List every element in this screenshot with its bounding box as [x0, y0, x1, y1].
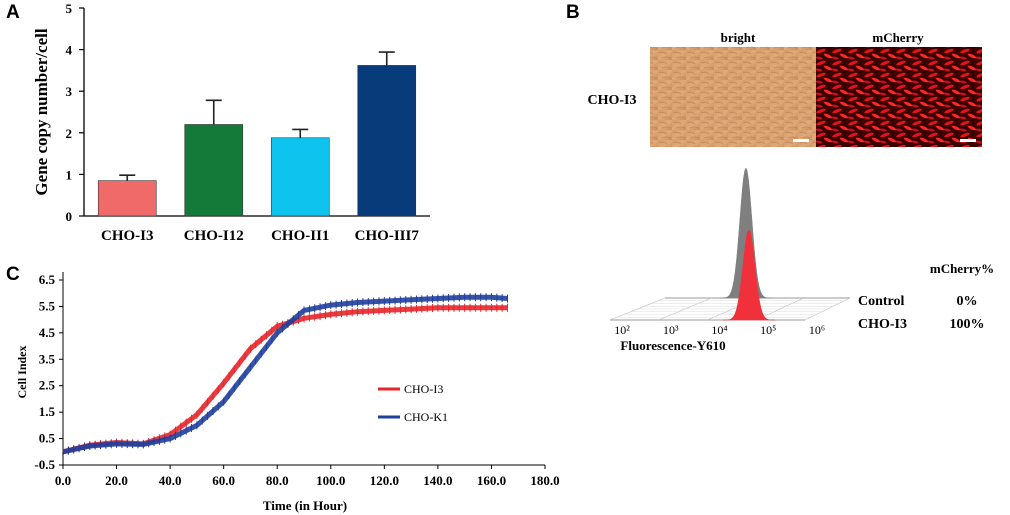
flow-histogram: 10² 10³ 10⁴ 10⁵ 10⁶ Fluorescence-Y610 mCherr…: [609, 167, 994, 353]
y-tick-label: 4.5: [39, 325, 56, 340]
series-line: [62, 294, 508, 455]
x-tick-label: 40.0: [159, 473, 182, 488]
flow-x-tick-label: 10²: [614, 323, 630, 337]
x-tick-label: CHO-III7: [355, 228, 420, 244]
panel-label-c: C: [6, 264, 20, 285]
panel-label-b: B: [566, 2, 580, 23]
y-tick-label: 4: [66, 43, 73, 58]
bar: [357, 65, 417, 217]
x-tick-label: CHO-I3: [101, 228, 154, 244]
panel-label-a: A: [6, 2, 20, 23]
legend-label: CHO-K1: [404, 410, 448, 424]
y-tick-label: 5: [66, 1, 73, 16]
histogram-peak: [719, 167, 773, 299]
micrograph-col-bright: bright: [721, 30, 756, 45]
y-tick-label: 5.5: [39, 298, 56, 313]
y-tick-label: 6.5: [39, 272, 56, 287]
x-tick-label: 140.0: [423, 473, 452, 488]
x-tick-label: 0.0: [55, 473, 71, 488]
x-axis-label: Time (in Hour): [263, 498, 347, 513]
scale-bar: [960, 139, 976, 142]
flow-series-name: Control: [858, 294, 905, 309]
legend-label: CHO-I3: [404, 382, 443, 396]
bar: [184, 124, 244, 217]
flow-series-percent: 100%: [950, 317, 985, 332]
x-tick-label: CHO-I12: [184, 228, 244, 244]
x-tick-label: 100.0: [316, 473, 345, 488]
y-tick-label: 2: [66, 126, 73, 141]
micrograph-row-label: CHO-I3: [588, 93, 637, 108]
y-tick-label: 1: [66, 167, 73, 182]
bar: [270, 137, 330, 217]
y-tick-label: 1.5: [39, 404, 56, 419]
flow-x-tick-label: 10⁴: [711, 323, 727, 337]
y-tick-label: 2.5: [39, 378, 56, 393]
x-tick-label: 80.0: [266, 473, 289, 488]
flow-x-tick-label: 10⁶: [809, 323, 825, 337]
bar-chart: 0 1 2 3 4 5 CHO-I3 CHO-I12 CHO-II1 CHO-III7 Gene…: [32, 1, 430, 244]
line-chart: -0.5 0.5 1.5 2.5 3.5 4.5 5.5 6.5 0.0 20.0 40.0 60.0…: [15, 272, 560, 513]
x-tick-label: 60.0: [212, 473, 235, 488]
y-axis-label: Gene copy number/cell: [32, 28, 51, 195]
x-tick-label: 160.0: [477, 473, 506, 488]
x-tick-label: 20.0: [105, 473, 128, 488]
x-tick-label: 180.0: [530, 473, 559, 488]
mcherry-fluorescence-image: [816, 47, 982, 147]
y-tick-label: -0.5: [34, 457, 55, 472]
bright-field-image: [650, 47, 816, 147]
y-tick-label: 3: [66, 84, 73, 99]
micrograph-col-mcherry: mCherry: [872, 30, 924, 45]
micrograph-panel: bright mCherry CHO-I3: [588, 30, 982, 147]
flow-x-tick-label: 10⁵: [760, 323, 776, 337]
histogram-peak: [722, 229, 776, 321]
flow-x-label: Fluorescence-Y610: [620, 338, 725, 353]
x-tick-label: CHO-II1: [271, 228, 329, 244]
bar: [97, 180, 157, 217]
flow-series-name: CHO-I3: [858, 317, 907, 332]
y-axis-label: Cell Index: [15, 345, 29, 398]
y-tick-label: 3.5: [39, 351, 56, 366]
scale-bar: [793, 139, 809, 142]
flow-x-tick-label: 10³: [663, 323, 679, 337]
y-tick-label: 0: [66, 209, 73, 224]
flow-series-percent: 0%: [957, 294, 978, 309]
x-tick-label: 120.0: [370, 473, 399, 488]
flow-header: mCherry%: [930, 261, 994, 276]
y-tick-label: 0.5: [39, 431, 56, 446]
